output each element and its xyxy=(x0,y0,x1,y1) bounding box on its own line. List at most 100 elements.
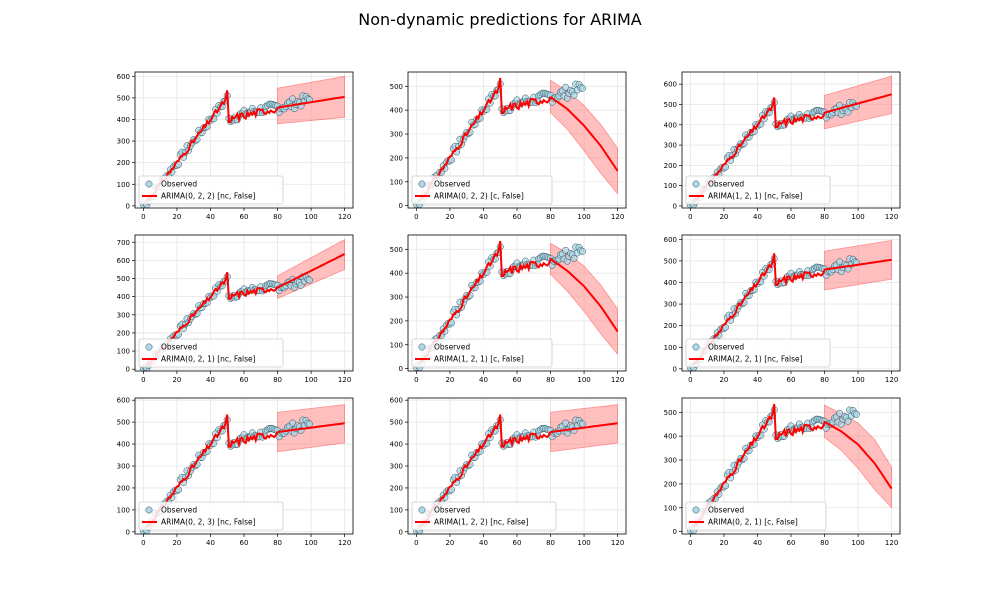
x-tick-label: 20 xyxy=(719,376,728,384)
x-tick-label: 40 xyxy=(479,213,488,221)
x-tick-label: 120 xyxy=(611,376,624,384)
y-tick-label: 0 xyxy=(126,202,130,210)
legend-series-label: ARIMA(0, 2, 1) [nc, False] xyxy=(161,355,256,364)
x-tick-label: 60 xyxy=(787,376,796,384)
x-tick-label: 0 xyxy=(414,376,418,384)
y-tick-label: 600 xyxy=(664,236,677,244)
x-tick-label: 100 xyxy=(304,376,317,384)
x-tick-label: 100 xyxy=(851,539,864,547)
x-tick-label: 20 xyxy=(172,376,181,384)
y-tick-label: 500 xyxy=(390,419,403,427)
x-tick-label: 100 xyxy=(304,213,317,221)
x-tick-label: 0 xyxy=(141,539,145,547)
observed-point xyxy=(570,254,578,262)
x-tick-label: 60 xyxy=(240,376,249,384)
x-tick-label: 100 xyxy=(577,376,590,384)
y-tick-label: 200 xyxy=(390,317,403,325)
y-tick-label: 300 xyxy=(664,457,677,465)
y-tick-label: 600 xyxy=(664,81,677,89)
x-tick-label: 80 xyxy=(273,539,282,547)
x-tick-label: 60 xyxy=(513,376,522,384)
legend-observed-marker xyxy=(692,506,700,514)
y-tick-label: 300 xyxy=(117,138,130,146)
subplot-8: 0 20 40 60 80 100 120 0 100 200 300 400 500 600 Observ… xyxy=(390,397,627,547)
legend-series-label: ARIMA(0, 2, 2) [c, False] xyxy=(434,192,524,201)
y-tick-label: 0 xyxy=(399,202,403,210)
x-tick-label: 80 xyxy=(546,376,555,384)
legend-observed-label: Observed xyxy=(434,343,470,352)
legend-observed-marker xyxy=(418,180,426,188)
y-tick-label: 300 xyxy=(390,294,403,302)
legend-box xyxy=(411,338,553,368)
legend-observed-marker xyxy=(692,343,700,351)
figure-title: Non-dynamic predictions for ARIMA xyxy=(358,10,642,29)
y-tick-label: 0 xyxy=(399,365,403,373)
x-tick-label: 80 xyxy=(820,213,829,221)
x-tick-label: 100 xyxy=(851,376,864,384)
observed-point xyxy=(578,84,586,92)
x-tick-label: 80 xyxy=(273,376,282,384)
y-tick-label: 400 xyxy=(664,279,677,287)
legend-series-label: ARIMA(1, 2, 2) [nc, False] xyxy=(434,518,529,527)
y-tick-label: 500 xyxy=(117,419,130,427)
y-tick-label: 300 xyxy=(117,463,130,471)
x-tick-label: 80 xyxy=(820,539,829,547)
legend-box xyxy=(138,338,284,368)
legend-series-label: ARIMA(0, 2, 2) [nc, False] xyxy=(161,192,256,201)
prediction-line xyxy=(692,403,893,528)
x-tick-label: 0 xyxy=(688,539,692,547)
x-tick-label: 120 xyxy=(885,539,898,547)
x-tick-label: 120 xyxy=(338,376,351,384)
y-tick-label: 100 xyxy=(117,506,130,514)
x-tick-label: 20 xyxy=(445,539,454,547)
x-tick-label: 60 xyxy=(513,213,522,221)
x-tick-label: 0 xyxy=(141,376,145,384)
subplot-6: 0 20 40 60 80 100 120 0 100 200 300 400 500 600 Observ… xyxy=(664,234,901,384)
y-tick-label: 300 xyxy=(664,142,677,150)
y-tick-label: 100 xyxy=(117,348,130,356)
x-tick-label: 60 xyxy=(787,213,796,221)
x-tick-label: 60 xyxy=(513,539,522,547)
legend-series-label: ARIMA(2, 2, 1) [nc, False] xyxy=(708,355,803,364)
subplot-2: 0 20 40 60 80 100 120 0 100 200 300 400 500 Observed A… xyxy=(390,71,627,221)
y-tick-label: 500 xyxy=(664,409,677,417)
prediction-line xyxy=(418,77,619,202)
legend-observed-label: Observed xyxy=(434,506,470,515)
y-tick-label: 100 xyxy=(117,181,130,189)
legend-observed-label: Observed xyxy=(708,343,744,352)
x-tick-label: 20 xyxy=(172,539,181,547)
subplot-9: 0 20 40 60 80 100 120 0 100 200 300 400 500 Observed A… xyxy=(664,397,901,547)
legend-observed-label: Observed xyxy=(708,506,744,515)
legend-observed-marker xyxy=(145,506,153,514)
observed-point xyxy=(852,410,860,418)
legend-box xyxy=(411,175,553,205)
x-tick-label: 80 xyxy=(273,213,282,221)
y-tick-label: 500 xyxy=(117,94,130,102)
y-tick-label: 0 xyxy=(673,365,677,373)
y-tick-label: 500 xyxy=(390,83,403,91)
observed-point xyxy=(562,246,570,254)
y-tick-label: 600 xyxy=(117,257,130,265)
x-tick-label: 80 xyxy=(546,213,555,221)
x-tick-label: 20 xyxy=(719,213,728,221)
y-tick-label: 100 xyxy=(390,178,403,186)
y-tick-label: 300 xyxy=(117,311,130,319)
y-tick-label: 100 xyxy=(664,182,677,190)
x-tick-label: 0 xyxy=(414,539,418,547)
x-tick-label: 100 xyxy=(577,539,590,547)
x-tick-label: 40 xyxy=(479,539,488,547)
y-tick-label: 300 xyxy=(664,301,677,309)
y-tick-label: 0 xyxy=(673,528,677,536)
observed-point xyxy=(570,91,578,99)
x-tick-label: 60 xyxy=(240,539,249,547)
legend-series-label: ARIMA(0, 2, 1) [c, False] xyxy=(708,518,798,527)
y-tick-label: 200 xyxy=(117,329,130,337)
y-tick-label: 100 xyxy=(390,341,403,349)
y-tick-label: 400 xyxy=(390,441,403,449)
observed-point xyxy=(844,417,852,425)
x-tick-label: 40 xyxy=(753,376,762,384)
x-tick-label: 80 xyxy=(820,376,829,384)
y-tick-label: 100 xyxy=(664,344,677,352)
y-tick-label: 600 xyxy=(117,397,130,405)
